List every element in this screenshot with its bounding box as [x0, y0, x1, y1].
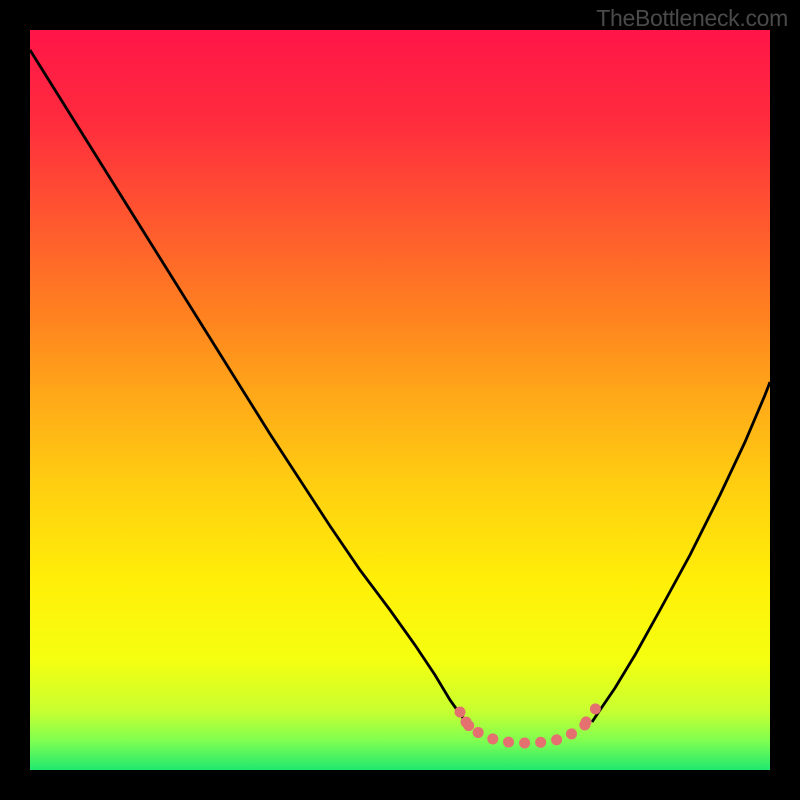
curve-right-line: [592, 382, 770, 722]
curve-left-line: [30, 50, 466, 722]
flat-segment-dots: [466, 718, 592, 743]
bottleneck-chart: [30, 30, 770, 770]
watermark-text: TheBottleneck.com: [596, 5, 788, 32]
chart-curves: [30, 30, 770, 770]
flat-end-right: [586, 705, 598, 722]
